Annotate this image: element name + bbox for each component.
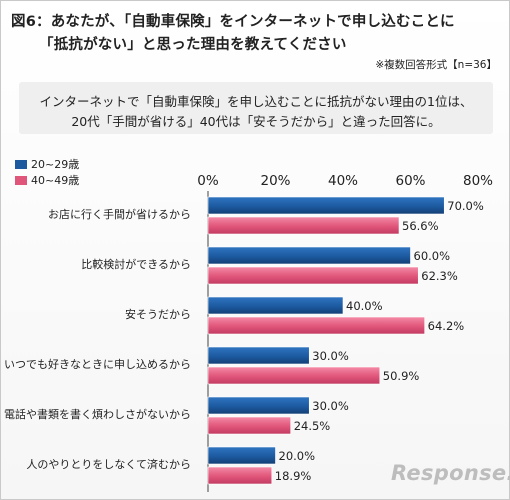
data-label: 50.9% <box>383 369 420 383</box>
bar-series-1 <box>207 446 276 465</box>
data-label: 60.0% <box>414 249 451 263</box>
category-label: 安そうだから <box>125 307 191 321</box>
bar-series-1 <box>207 246 411 265</box>
bar-series-2 <box>207 416 291 435</box>
summary-line1: インターネットで「自動車保険」を申し込むことに抵抗がない理由の1位は、 <box>39 94 473 109</box>
bar-series-2 <box>207 266 419 285</box>
legend-swatch-series-1 <box>15 160 27 169</box>
bar-series-1 <box>207 346 310 365</box>
data-label: 30.0% <box>312 349 349 363</box>
data-label: 18.9% <box>275 469 312 483</box>
legend-item-series-2: 40~49歳 <box>15 172 79 188</box>
legend-label-series-1: 20~29歳 <box>31 158 80 171</box>
data-label: 30.0% <box>312 399 349 413</box>
x-tick-label: 40% <box>328 173 358 189</box>
chart-title-line1: 図6：あなたが、「自動車保険」をインターネットで申し込むことに <box>11 14 455 30</box>
category-label: 電話や書類を書く煩わしさがないから <box>4 407 191 421</box>
response-watermark: Response. <box>391 461 510 485</box>
bar-series-2 <box>207 466 273 485</box>
summary-box: インターネットで「自動車保険」を申し込むことに抵抗がない理由の1位は、 20代「… <box>19 82 493 134</box>
x-tick-label: 80% <box>463 173 493 189</box>
bar-series-1 <box>207 396 310 415</box>
x-tick-label: 60% <box>395 173 425 189</box>
sample-note: ※複数回答形式【n=36】 <box>375 59 497 71</box>
data-label: 62.3% <box>421 269 458 283</box>
category-label: いつでも好きなときに申し込めるから <box>4 357 191 371</box>
x-tick-label: 20% <box>260 173 290 189</box>
bar-series-1 <box>207 196 445 215</box>
data-label: 20.0% <box>279 449 316 463</box>
bar-series-2 <box>207 216 400 235</box>
data-label: 40.0% <box>346 299 383 313</box>
category-label: 人のやりとりをしなくて済むから <box>26 457 191 471</box>
data-label: 56.6% <box>402 219 439 233</box>
legend-swatch-series-2 <box>15 176 27 185</box>
bar-series-2 <box>207 366 381 385</box>
legend-label-series-2: 40~49歳 <box>31 174 80 187</box>
x-tick-label: 0% <box>197 173 219 189</box>
data-label: 24.5% <box>294 419 331 433</box>
legend-item-series-1: 20~29歳 <box>15 156 79 172</box>
data-label: 64.2% <box>428 319 465 333</box>
bar-series-1 <box>207 296 344 315</box>
chart-title-line2: 「抵抗がない」と思った理由を教えてください <box>39 37 347 53</box>
data-label: 70.0% <box>447 199 484 213</box>
summary-line2: 20代「手間が省ける」40代は「安そうだから」と違った回答に。 <box>71 114 441 129</box>
category-label: お店に行く手間が省けるから <box>48 207 191 221</box>
category-label: 比較検討ができるから <box>81 257 191 271</box>
bar-series-2 <box>207 316 425 335</box>
